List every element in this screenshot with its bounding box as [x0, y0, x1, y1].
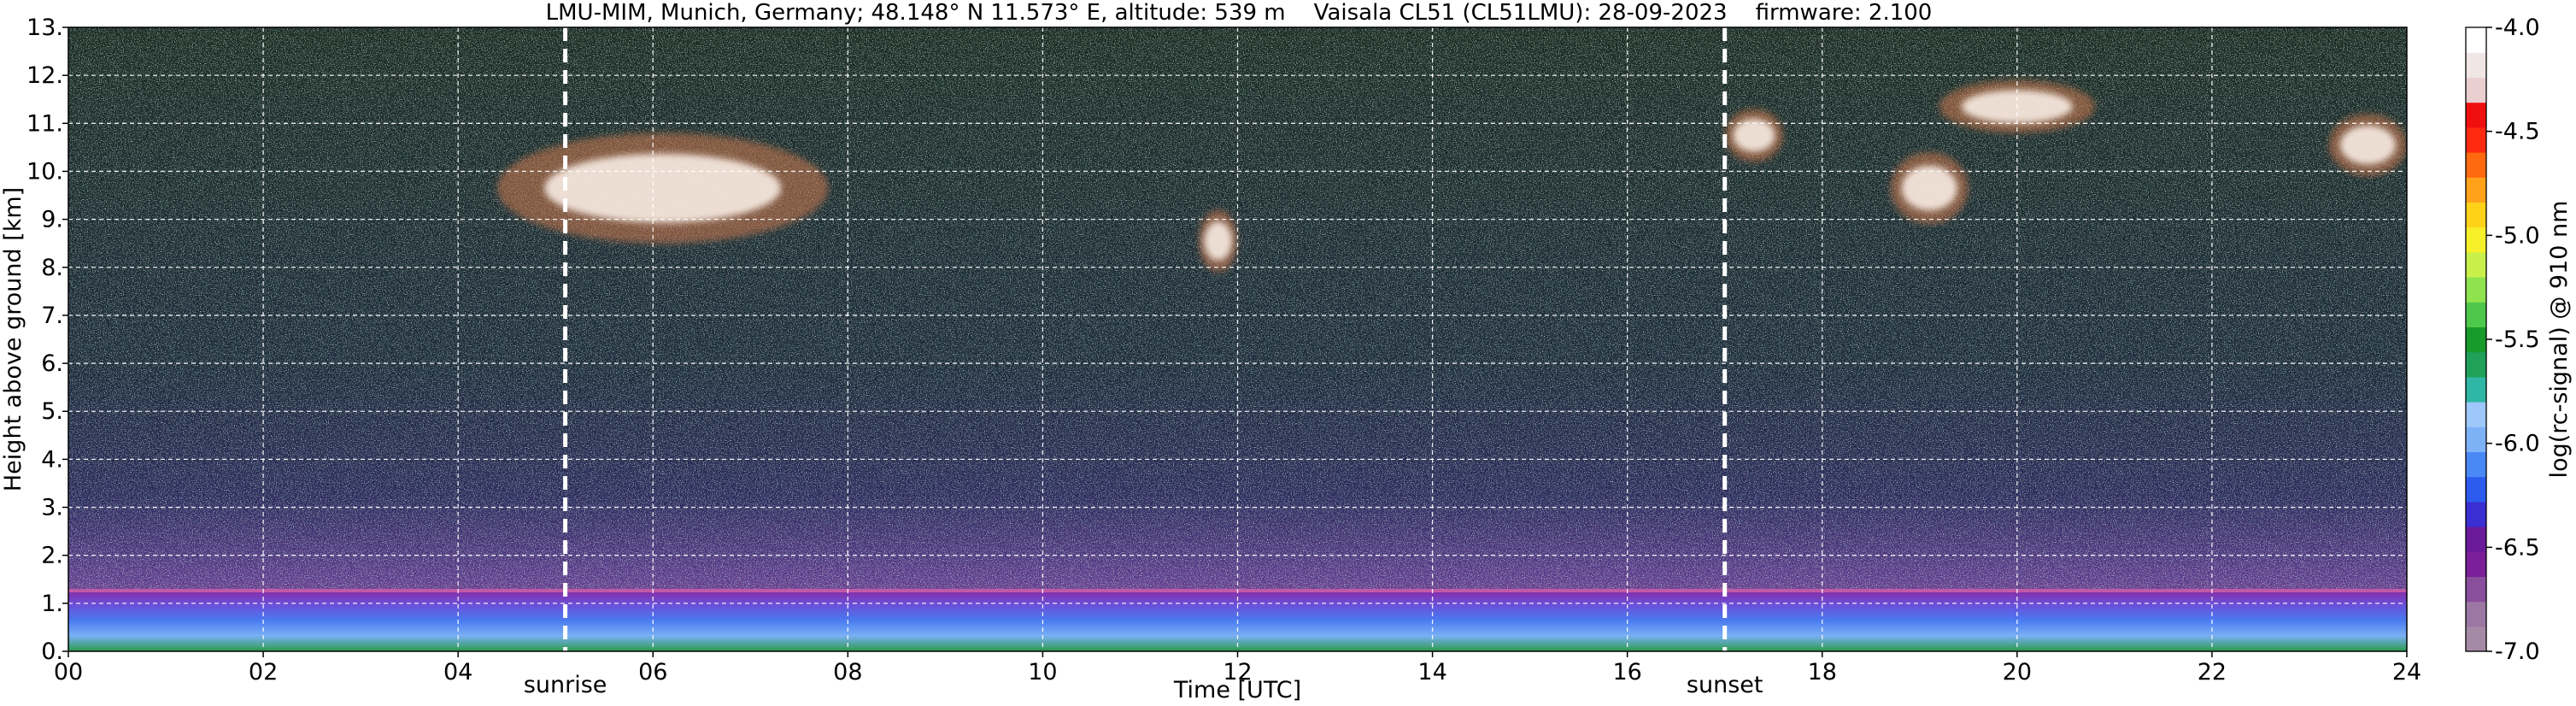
colorbar-segment: [2466, 476, 2486, 503]
colorbar-segment: [2466, 551, 2486, 577]
colorbar-segment: [2466, 227, 2486, 253]
colorbar-segment: [2466, 576, 2486, 603]
y-tick-label: 13.: [26, 15, 63, 41]
y-axis: 0. 1. 2. 3. 4. 5. 6. 7. 8. 9. 10. 11. 12. 13.: [26, 15, 68, 665]
colorbar-segment: [2466, 351, 2486, 378]
y-tick-label: 12.: [26, 62, 63, 89]
x-tick-label: 18: [1808, 659, 1837, 685]
y-tick-label: 3.: [41, 495, 63, 521]
y-tick-label: 7.: [41, 303, 63, 329]
colorbar-segment: [2466, 251, 2486, 278]
colorbar-segment: [2466, 427, 2486, 452]
colorbar-tick-label: -5.5: [2495, 327, 2540, 353]
cloud-core: [2339, 125, 2396, 165]
colorbar-segment: [2466, 451, 2486, 478]
colorbar-segment: [2466, 501, 2486, 527]
cloud-core: [1901, 165, 1957, 211]
y-tick-label: 9.: [41, 207, 63, 233]
colorbar-segment: [2466, 302, 2486, 327]
x-tick-label: 12: [1223, 659, 1252, 685]
colorbar-tick-label: -5.0: [2495, 222, 2540, 249]
colorbar-tick-label: -4.5: [2495, 119, 2540, 145]
colorbar: -7.0 -6.5 -6.0 -5.5 -5.0 -4.5 -4.0: [2465, 15, 2540, 665]
x-axis: 00 02 04 06 08 10 12 14 16 18 20 22 24: [54, 651, 2421, 685]
sunset-label: sunset: [1687, 672, 1763, 698]
x-tick-label: 02: [249, 659, 278, 685]
y-tick-label: 6.: [41, 350, 63, 377]
colorbar-segment: [2466, 601, 2486, 627]
colorbar-tick-label: -6.5: [2495, 534, 2540, 561]
colorbar-label: log(rc-signal) @ 910 nm: [2546, 201, 2573, 479]
colorbar-segment: [2466, 152, 2486, 178]
colorbar-segment: [2466, 202, 2486, 228]
y-tick-label: 11.: [26, 110, 63, 137]
colorbar-segment: [2466, 376, 2486, 403]
colorbar-segment: [2466, 77, 2486, 103]
chart-title: LMU-MIM, Munich, Germany; 48.148° N 11.5…: [546, 0, 1933, 26]
x-axis-label: Time [UTC]: [1173, 677, 1301, 703]
x-tick-label: 10: [1028, 659, 1057, 685]
x-tick-label: 24: [2392, 659, 2421, 685]
colorbar-segment: [2466, 52, 2486, 78]
cloud-core: [1733, 119, 1775, 152]
x-tick-label: 04: [443, 659, 472, 685]
cloud-core: [1204, 221, 1232, 261]
x-tick-label: 14: [1417, 659, 1446, 685]
plot-area: [68, 27, 2407, 651]
y-tick-label: 10.: [26, 158, 63, 185]
colorbar-segment: [2466, 277, 2486, 303]
y-tick-label: 8.: [41, 255, 63, 281]
x-tick-label: 22: [2198, 659, 2227, 685]
colorbar-tick-label: -4.0: [2495, 15, 2540, 41]
x-tick-label: 00: [54, 659, 83, 685]
colorbar-segment: [2466, 102, 2486, 128]
colorbar-tick-label: -7.0: [2495, 638, 2540, 665]
colorbar-tick-label: -6.0: [2495, 431, 2540, 457]
y-tick-label: 4.: [41, 446, 63, 473]
x-tick-label: 20: [2003, 659, 2032, 685]
y-tick-label: 5.: [41, 398, 63, 425]
colorbar-segment: [2466, 126, 2486, 153]
x-tick-label: 08: [833, 659, 862, 685]
colorbar-segment: [2466, 527, 2486, 552]
y-tick-label: 0.: [41, 638, 63, 665]
grid: [68, 27, 2407, 651]
colorbar-segment: [2466, 402, 2486, 427]
cloud-core: [544, 153, 782, 223]
colorbar-segment: [2466, 327, 2486, 353]
colorbar-segment: [2466, 626, 2486, 652]
y-axis-label: Height above ground [km]: [0, 187, 26, 491]
y-tick-label: 1.: [41, 591, 63, 617]
x-tick-label: 06: [638, 659, 667, 685]
sunrise-label: sunrise: [524, 672, 607, 698]
colorbar-segment: [2466, 27, 2486, 53]
y-tick-label: 2.: [41, 543, 63, 569]
colorbar-segment: [2466, 177, 2486, 203]
x-tick-label: 16: [1612, 659, 1641, 685]
